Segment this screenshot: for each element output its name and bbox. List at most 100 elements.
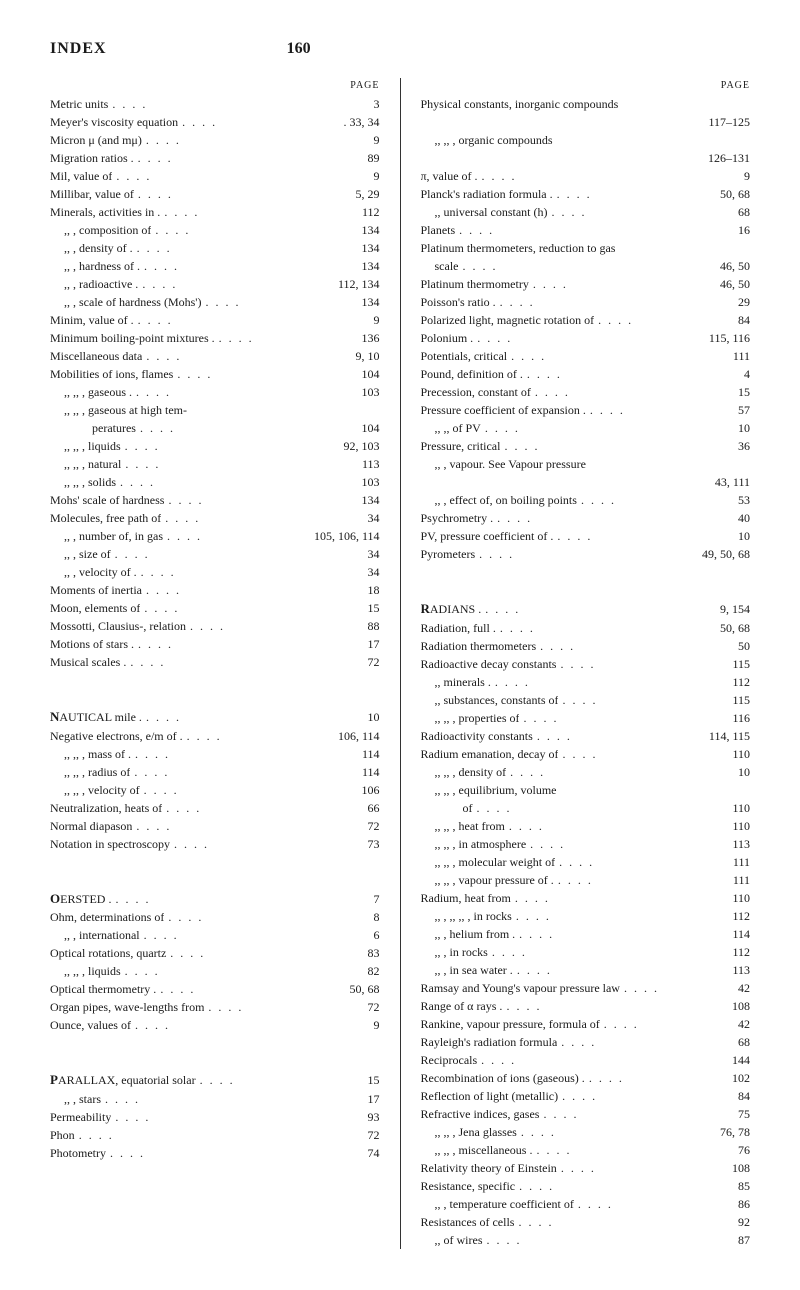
entry-page: 104 xyxy=(362,365,380,383)
entry-text: ,, ,, , equilibrium, volume xyxy=(435,781,557,799)
section-letter: N xyxy=(50,709,59,724)
entry-dots: . . . . xyxy=(517,961,729,979)
entry-dots: . . . . xyxy=(519,925,728,943)
entry-dots: . . . . xyxy=(165,509,363,527)
entry-text: ,, , density of . xyxy=(64,239,133,257)
entry-dots: . . . . xyxy=(146,708,364,726)
entry-text: ,, ,, , gaseous . xyxy=(64,383,132,401)
entry-page: 9, 154 xyxy=(720,600,750,618)
entry-text: Radium emanation, decay of xyxy=(421,745,559,763)
entry-page: 74 xyxy=(368,1144,380,1162)
index-entry: ,, , effect of, on boiling points. . . .… xyxy=(421,491,751,509)
entry-text: Normal diapason xyxy=(50,817,132,835)
index-entry: ,, ,, , natural. . . .113 xyxy=(50,455,380,473)
index-entry: ,, , in sea water .. . . .113 xyxy=(421,961,751,979)
entry-page: 134 xyxy=(362,293,380,311)
entry-dots: . . . . xyxy=(543,1105,734,1123)
entry-dots: . . . . xyxy=(112,95,369,113)
entry-text: ,, , size of xyxy=(64,545,111,563)
entry-dots: . . . . xyxy=(560,655,728,673)
index-entry: OERSTED .. . . .7 xyxy=(50,889,380,909)
entry-page: 114, 115 xyxy=(709,727,750,745)
entry-page: 105, 106, 114 xyxy=(314,527,380,545)
entry-dots: . . . . xyxy=(144,781,358,799)
entry-dots: . . . . xyxy=(177,365,357,383)
entry-dots: . . . . xyxy=(138,311,370,329)
index-entry: ,, , number of, in gas. . . .105, 106, 1… xyxy=(50,527,380,545)
entry-dots: . . . . xyxy=(519,1177,734,1195)
entry-dots: . . . . xyxy=(536,1141,734,1159)
index-entry: 117–125 xyxy=(421,113,751,131)
index-entry: Millibar, value of. . . .5, 29 xyxy=(50,185,380,203)
entry-text: Ramsay and Young's vapour pressure law xyxy=(421,979,620,997)
entry-text: Planets xyxy=(421,221,456,239)
entry-page: 46, 50 xyxy=(720,275,750,293)
entry-page: 108 xyxy=(732,1159,750,1177)
entry-dots: . . . . xyxy=(134,763,358,781)
index-entry: Mohs' scale of hardness. . . .134 xyxy=(50,491,380,509)
entry-text: ,, , composition of xyxy=(64,221,151,239)
index-entry: peratures. . . .104 xyxy=(50,419,380,437)
entry-text: ,, ,, , natural xyxy=(64,455,121,473)
entry-dots: . . . . xyxy=(125,962,364,980)
entry-text: Range of α rays . xyxy=(421,997,503,1015)
left-entries-container: Metric units. . . .3Meyer's viscosity eq… xyxy=(50,95,380,671)
entry-page: 53 xyxy=(738,491,750,509)
index-entry: Minimum boiling-point mixtures .. . . .1… xyxy=(50,329,380,347)
entry-text: Migration ratios . xyxy=(50,149,134,167)
entry-text: Optical thermometry . xyxy=(50,980,156,998)
entry-dots: . . . . xyxy=(190,617,364,635)
entry-dots: . . . . xyxy=(182,113,339,131)
entry-dots: . . . . xyxy=(497,509,734,527)
entry-dots: . . . . xyxy=(205,293,357,311)
entry-page: 88 xyxy=(368,617,380,635)
entry-page: 9, 10 xyxy=(356,347,380,365)
index-entry: ,, ,, , heat from. . . .110 xyxy=(421,817,751,835)
entry-text: NAUTICAL mile . xyxy=(50,707,142,727)
entry-text: Phon xyxy=(50,1126,75,1144)
page-number-top: 160 xyxy=(287,40,311,58)
entry-dots: . . . . xyxy=(504,437,734,455)
entry-dots: . . . . xyxy=(557,185,716,203)
entry-page: 43, 111 xyxy=(715,473,750,491)
entry-dots: . . . . xyxy=(79,1126,364,1144)
entry-text: Micron μ (and mμ) xyxy=(50,131,142,149)
entry-page: 9 xyxy=(374,167,380,185)
entry-text: Radioactivity constants xyxy=(421,727,533,745)
index-entry: Miscellaneous data. . . .9, 10 xyxy=(50,347,380,365)
entry-text: Polonium . xyxy=(421,329,474,347)
entry-dots: . . . . xyxy=(562,745,728,763)
entry-page: 15 xyxy=(368,599,380,617)
entry-page: 103 xyxy=(362,473,380,491)
entry-text: Molecules, free path of xyxy=(50,509,161,527)
entry-page: 9 xyxy=(374,311,380,329)
entry-dots: . . . . xyxy=(110,1144,364,1162)
entry-page: 9 xyxy=(374,1016,380,1034)
entry-page: 93 xyxy=(368,1108,380,1126)
entry-text: ,, ,, , mass of . xyxy=(64,745,131,763)
index-entry: Minim, value of .. . . .9 xyxy=(50,311,380,329)
entry-page: 112 xyxy=(732,943,750,961)
entry-page: 110 xyxy=(732,889,750,907)
index-entry: ,, ,, of PV. . . .10 xyxy=(421,419,751,437)
entry-dots: . . . . xyxy=(141,563,364,581)
entry-dots: . . . . xyxy=(487,1231,735,1249)
entry-dots: . . . . xyxy=(116,167,369,185)
page-label-right: PAGE xyxy=(421,78,751,93)
entry-text: ,, , radioactive . xyxy=(64,275,138,293)
entry-text: RADIANS . xyxy=(421,599,482,619)
entry-page: 50, 68 xyxy=(720,185,750,203)
right-section2-container: RADIANS .. . . .9, 154Radiation, full ..… xyxy=(421,599,751,1249)
entry-text: ,, minerals . xyxy=(435,673,491,691)
index-entry: Range of α rays .. . . .108 xyxy=(421,997,751,1015)
entry-text: Negative electrons, e/m of . xyxy=(50,727,183,745)
entry-text: of xyxy=(463,799,473,817)
entry-page: 15 xyxy=(738,383,750,401)
entry-text: Relativity theory of Einstein xyxy=(421,1159,557,1177)
entry-dots: . . . . xyxy=(500,619,716,637)
entry-page: 126–131 xyxy=(708,149,750,167)
index-entry: ,, , ,, ,, , in rocks. . . .112 xyxy=(421,907,751,925)
entry-text: Precession, constant of xyxy=(421,383,531,401)
entry-dots: . . . . xyxy=(537,727,705,745)
entry-text: Resistance, specific xyxy=(421,1177,516,1195)
